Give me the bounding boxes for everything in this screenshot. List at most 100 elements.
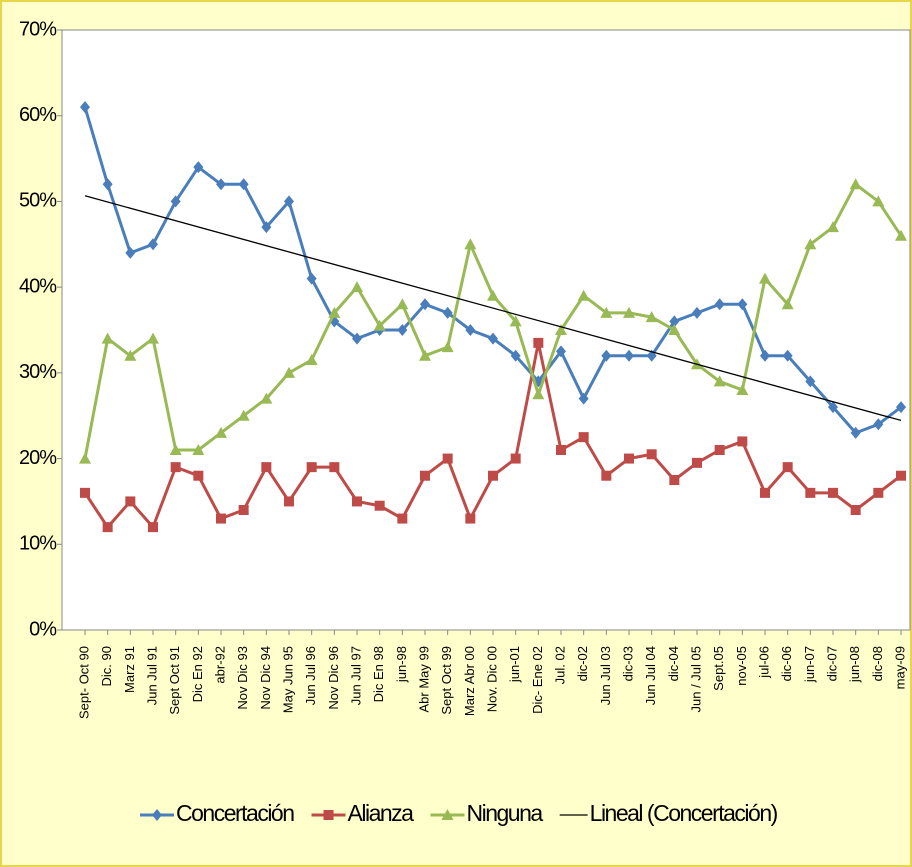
data-point	[737, 436, 748, 447]
y-tick-label: 60%	[19, 104, 57, 126]
data-point	[601, 470, 612, 481]
data-point	[216, 178, 226, 191]
data-point	[373, 319, 386, 331]
data-point	[419, 349, 431, 361]
data-point	[781, 298, 794, 310]
data-point	[645, 311, 658, 323]
data-point	[215, 426, 227, 438]
data-point	[442, 306, 453, 319]
data-point	[305, 354, 318, 365]
data-point	[79, 452, 91, 464]
data-point	[216, 513, 226, 524]
data-point	[849, 178, 862, 190]
data-point	[441, 341, 454, 353]
data-point	[306, 462, 317, 473]
x-tick-label: Sept- Oct 90	[76, 646, 91, 719]
data-point	[805, 487, 816, 498]
data-point	[170, 195, 181, 208]
x-tick-label: Jul. 02	[552, 646, 567, 684]
data-point	[532, 388, 545, 400]
data-point	[397, 324, 408, 336]
data-point	[488, 332, 498, 345]
x-tick-label: dic-04	[666, 646, 681, 681]
data-point	[510, 349, 521, 362]
data-point	[624, 349, 634, 362]
data-point	[124, 349, 137, 361]
data-point	[80, 101, 90, 114]
data-point	[283, 366, 295, 378]
x-tick-label: nov-05	[734, 646, 749, 686]
x-tick-label: dic-03	[620, 646, 635, 681]
y-tick-label: 10%	[19, 533, 57, 555]
data-point	[352, 496, 362, 507]
data-point	[850, 505, 861, 515]
data-point	[148, 238, 158, 251]
data-point	[102, 522, 113, 533]
data-point	[578, 392, 589, 405]
data-point	[760, 349, 770, 362]
data-point	[238, 505, 249, 515]
x-tick-label: may-09	[892, 646, 907, 689]
data-point	[193, 470, 204, 481]
data-point	[873, 418, 884, 431]
data-point	[487, 289, 499, 301]
x-tick-label: Nov Dic 94	[258, 646, 273, 710]
data-point	[804, 238, 817, 250]
legend-label: Concertación	[176, 800, 294, 826]
data-point	[80, 487, 90, 498]
x-tick-label: Jun / Jul 05	[688, 646, 703, 713]
y-tick-label: 70%	[19, 18, 57, 40]
legend-marker	[323, 810, 334, 820]
data-point	[714, 298, 725, 311]
x-tick-label: Jun Jul 03	[598, 646, 613, 705]
data-point	[850, 426, 861, 439]
data-point	[896, 401, 906, 414]
data-point	[420, 298, 430, 311]
legend-label: Alianza	[348, 800, 415, 826]
data-point	[442, 453, 453, 464]
data-point	[102, 178, 113, 191]
legend-marker	[152, 809, 162, 821]
x-tick-label: Jun Jul 97	[348, 646, 363, 705]
data-point	[577, 289, 590, 301]
data-point	[329, 462, 340, 473]
data-point	[420, 470, 430, 481]
data-point	[509, 315, 522, 327]
data-point	[578, 432, 589, 443]
data-point	[600, 306, 613, 318]
x-tick-label: Dic En 92	[190, 646, 205, 702]
data-point	[713, 375, 726, 387]
x-tick-label: Nov Dic 96	[326, 646, 341, 710]
data-point	[237, 409, 250, 421]
data-point	[556, 345, 566, 358]
x-tick-label: Marz Abr 00	[462, 646, 477, 716]
x-tick-label: Nov Dic 93	[235, 646, 250, 710]
x-tick-label: Sept Oct 99	[439, 646, 454, 715]
x-tick-label: jun-01	[507, 646, 522, 683]
y-tick-label: 0%	[29, 618, 57, 640]
data-point	[873, 487, 884, 498]
data-point	[396, 298, 409, 310]
x-tick-label: dic-08	[870, 646, 885, 681]
data-point	[125, 246, 136, 259]
data-point	[624, 453, 634, 464]
x-tick-label: Nov. Dic 00	[484, 646, 499, 712]
data-point	[601, 349, 612, 362]
data-point	[827, 221, 839, 233]
data-point	[736, 384, 749, 395]
data-point	[669, 315, 680, 328]
data-point	[737, 298, 748, 311]
data-point	[352, 332, 362, 345]
data-point	[488, 470, 498, 481]
data-point	[465, 324, 476, 336]
x-tick-label: Dic- Ene 02	[530, 646, 545, 714]
x-tick-label: jul-06	[756, 646, 771, 679]
data-point	[306, 272, 317, 285]
data-point	[782, 349, 793, 362]
legend-label: Ninguna	[466, 800, 543, 826]
x-tick-label: Jun Jul 91	[144, 646, 159, 705]
data-point	[125, 496, 136, 507]
legend-label: Lineal (Concertación)	[590, 800, 778, 826]
data-point	[669, 475, 680, 485]
